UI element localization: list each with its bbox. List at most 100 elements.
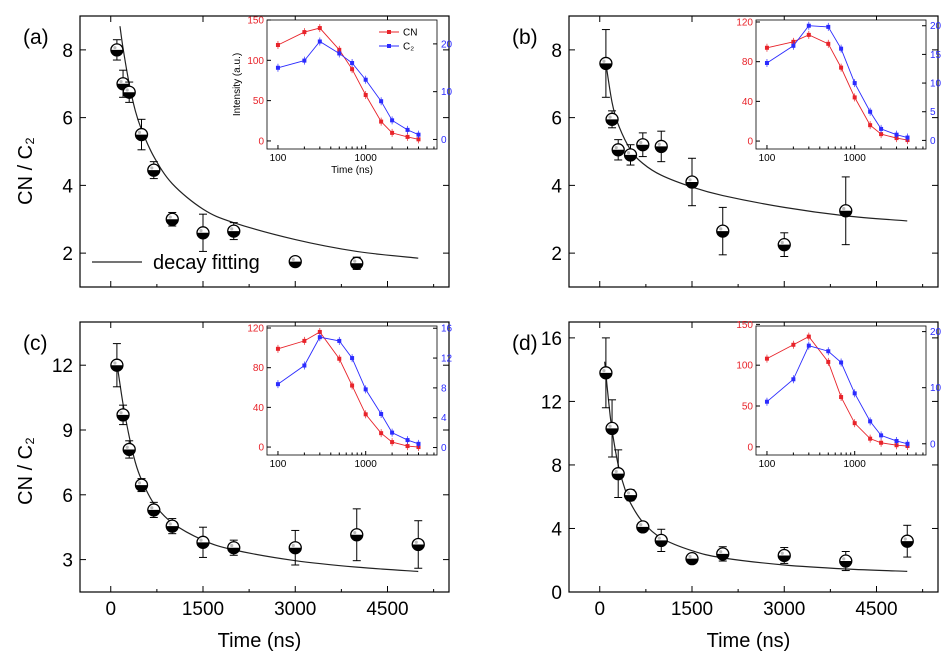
inset-left-tick-label: 0 <box>747 442 753 453</box>
decay-fit-curve <box>116 362 419 573</box>
inset-c2-point <box>764 399 769 404</box>
inset-c2-line <box>277 40 419 136</box>
inset-cn-point <box>764 45 769 50</box>
data-point-marker-fill <box>147 509 160 516</box>
inset-panel-2: 0 40 80 120 0 4 8 12 16 100 1000 <box>247 323 452 470</box>
inset-left-tick-label: 40 <box>742 97 754 108</box>
data-point-marker-fill <box>412 544 425 551</box>
data-point-highlight <box>353 259 357 263</box>
data-point-marker-fill <box>606 428 619 435</box>
inset-c2-point <box>363 387 368 392</box>
inset-right-tick-label: 12 <box>441 354 453 365</box>
inset-legend-swatch-marker <box>387 30 391 34</box>
data-point-marker-fill <box>716 553 729 560</box>
x-axis-title: Time (ns) <box>218 630 302 652</box>
data-point-marker-fill <box>117 414 130 421</box>
inset-cn-point <box>879 440 884 445</box>
data-point-marker-fill <box>612 473 625 480</box>
inset-right-tick-label: 0 <box>441 135 447 146</box>
inset-legend-label: C₂ <box>403 42 414 53</box>
data-point-marker-fill <box>686 558 698 565</box>
data-point-highlight <box>903 537 907 541</box>
data-point-marker-fill <box>350 263 363 270</box>
data-point-highlight <box>657 536 661 540</box>
inset-x-tick-label: 100 <box>759 153 776 164</box>
inset-c2-point <box>337 338 342 343</box>
data-point-highlight <box>353 530 357 535</box>
data-point-marker-fill <box>135 485 148 492</box>
x-tick-label: 0 <box>105 599 116 620</box>
inset-c2-point <box>275 65 280 70</box>
inset-c2-point <box>791 43 796 48</box>
data-point-marker-fill <box>636 144 649 151</box>
data-point-marker-fill <box>624 154 637 161</box>
inset-left-tick-label: 80 <box>742 57 754 68</box>
data-point-marker-fill <box>227 231 240 238</box>
data-point-highlight <box>842 206 846 211</box>
inset-left-tick-label: 80 <box>253 363 265 374</box>
inset-c2-line <box>766 25 908 138</box>
inset-c2-point <box>868 419 873 424</box>
inset-panel-3: 0 50 100 150 0 10 20 100 1000 <box>736 320 941 470</box>
data-point-marker-fill <box>686 181 698 188</box>
data-point-marker-fill <box>599 63 612 70</box>
inset-cn-point <box>826 359 831 364</box>
inset-cn-line <box>277 331 419 448</box>
data-point-highlight <box>657 142 661 146</box>
inset-legend-swatch-marker <box>387 44 391 48</box>
inset-c2-point <box>405 127 410 132</box>
y-axis-title-bottom: CN / C₂ <box>15 437 37 505</box>
data-point-highlight <box>602 59 606 63</box>
inset-frame <box>266 325 438 456</box>
plot-frame <box>79 321 450 593</box>
data-point-highlight <box>125 445 129 449</box>
inset-c2-point <box>350 356 355 361</box>
data-point-marker-fill <box>778 555 791 562</box>
inset-cn-point <box>839 65 844 70</box>
data-point-marker-fill <box>123 92 136 99</box>
data-point-highlight <box>608 424 612 428</box>
inset-c2-point <box>852 81 857 86</box>
panel-label: (d) <box>512 332 538 355</box>
inset-c2-point <box>317 335 322 340</box>
inset-cn-point <box>806 32 811 37</box>
inset-cn-line <box>766 34 908 141</box>
inset-cn-point <box>337 356 342 361</box>
inset-x-tick-label: 1000 <box>355 459 378 470</box>
data-point-highlight <box>842 557 846 561</box>
inset-cn-point <box>868 123 873 128</box>
inset-c2-point <box>806 343 811 348</box>
data-point-marker-fill <box>716 231 729 238</box>
inset-c2-point <box>764 61 769 65</box>
data-point-highlight <box>113 46 117 50</box>
data-point-highlight <box>291 543 295 548</box>
inset-c2-point <box>905 441 910 446</box>
y-tick-label: 6 <box>62 486 73 507</box>
y-tick-label: 16 <box>541 329 562 350</box>
inset-cn-point <box>275 346 280 351</box>
data-point-highlight <box>626 491 631 495</box>
data-point-highlight <box>230 227 234 231</box>
panel-label: (c) <box>23 332 48 355</box>
inset-c2-point <box>317 39 322 44</box>
inset-cn-point <box>379 431 384 436</box>
inset-x-axis-title: Time (ns) <box>331 165 373 176</box>
plot-frame <box>568 15 939 288</box>
inset-panel-1: 0 40 80 120 0 5 10 15 20 100 1000 <box>736 17 941 164</box>
inset-c2-point <box>852 391 857 396</box>
inset-left-tick-label: 0 <box>747 137 753 148</box>
data-point-marker-fill <box>289 547 302 554</box>
panel-label: (a) <box>23 26 49 49</box>
panel-0: 2 4 6 8 (a) decay fitting <box>23 15 450 288</box>
inset-cn-point <box>405 444 410 449</box>
plot-frame <box>568 321 939 593</box>
x-axis-title: Time (ns) <box>707 630 791 652</box>
data-point-highlight <box>168 522 172 526</box>
inset-cn-point <box>852 95 857 100</box>
inset-x-tick-label: 100 <box>759 459 776 470</box>
inset-left-tick-label: 0 <box>258 443 264 454</box>
data-point-highlight <box>639 523 643 527</box>
